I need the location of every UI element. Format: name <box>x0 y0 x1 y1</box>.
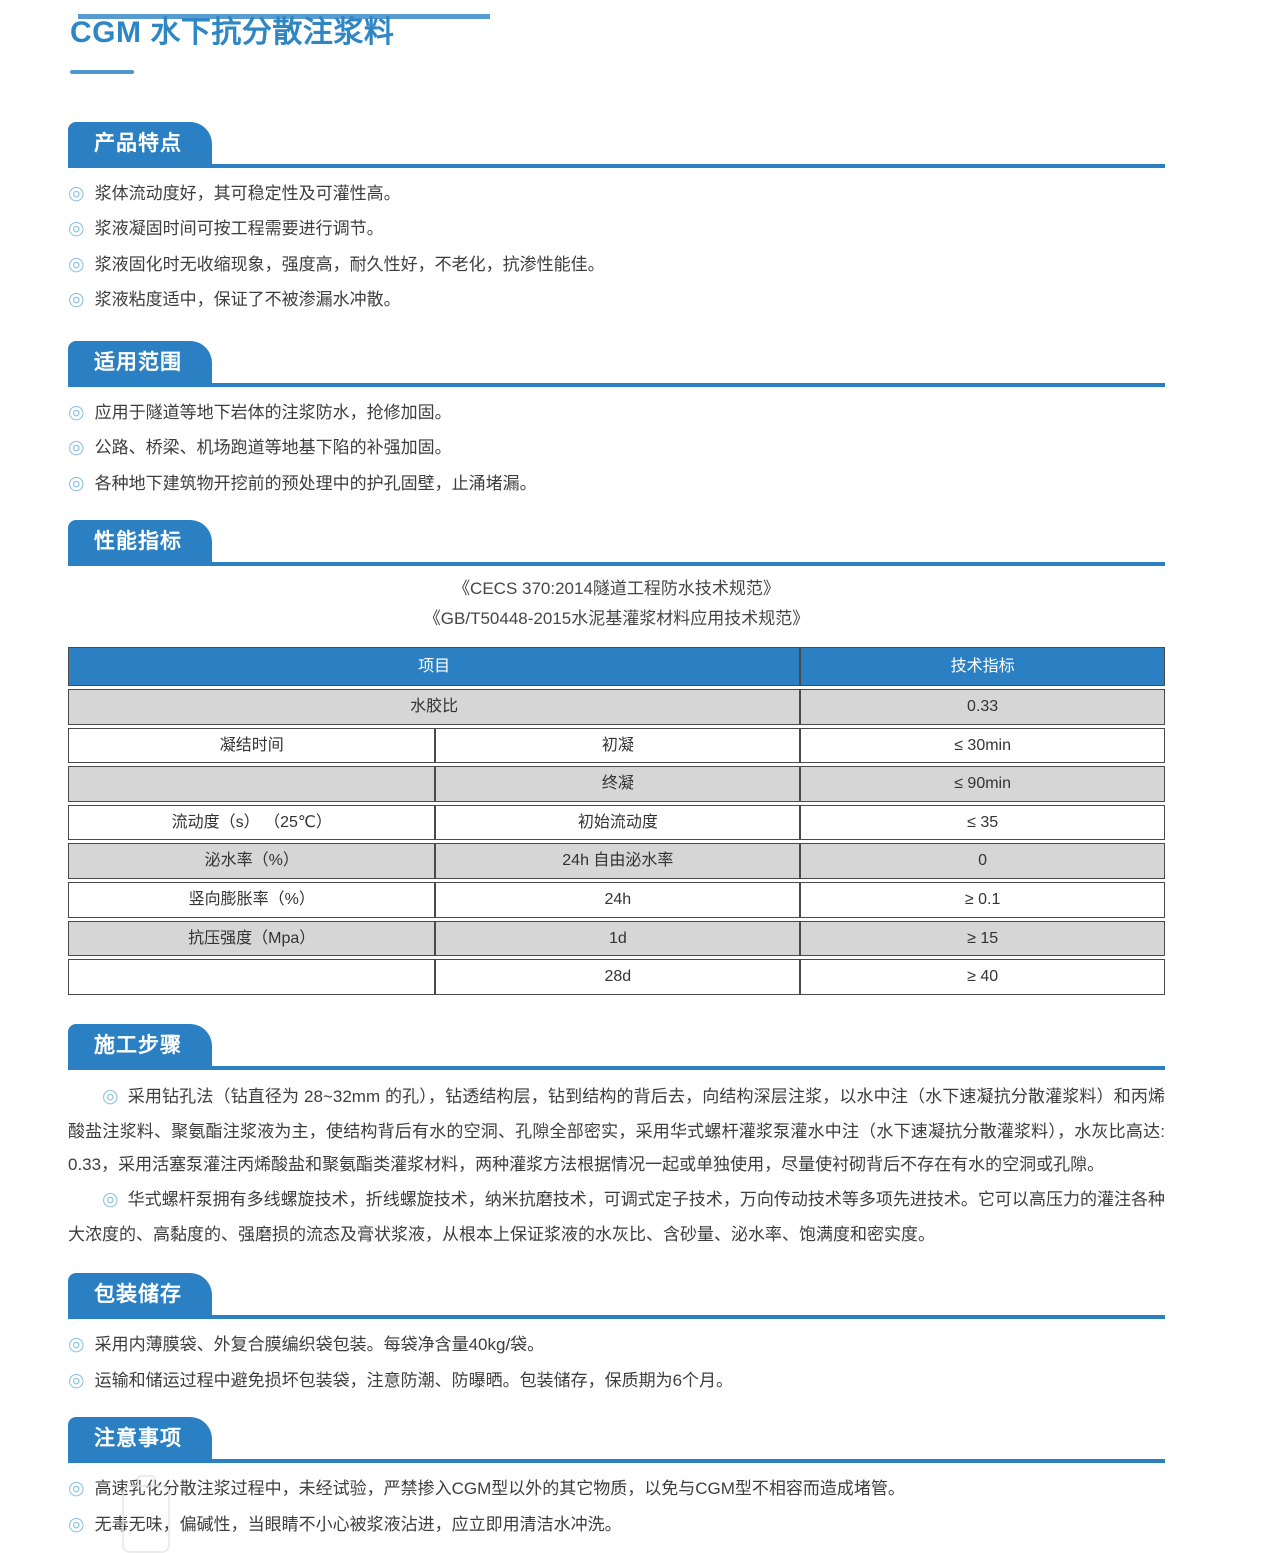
table-cell: 24h <box>435 882 801 918</box>
section-tab-performance: 性能指标 <box>68 520 212 562</box>
bullseye-bullet-icon: ◎ <box>102 1085 119 1107</box>
construction-paragraph: ◎ 采用钻孔法（钻直径为 28~32mm 的孔），钻透结构层，钻到结构的背后去，向… <box>68 1078 1165 1181</box>
table-header-row: 项目 技术指标 <box>68 646 1165 687</box>
table-cell: ≥ 0.1 <box>800 882 1165 918</box>
list-item-text: 各种地下建筑物开挖前的预处理中的护孔固壁，止涌堵漏。 <box>94 473 537 493</box>
table-header-cell: 项目 <box>68 646 801 687</box>
table-cell: 24h 自由泌水率 <box>435 843 801 880</box>
list-item: ◎ 高速乳化分散注浆过程中，未经试验，严禁掺入CGM型以外的其它物质，以免与CG… <box>68 1475 1165 1504</box>
table-cell: 1d <box>435 920 801 957</box>
table-cell: 流动度（s） （25℃） <box>68 804 436 841</box>
section-header-features: 产品特点 <box>68 121 1165 168</box>
bullseye-bullet-icon: ◎ <box>68 289 85 310</box>
features-list: ◎ 浆体流动度好，其可稳定性及可灌性高。 ◎ 浆液凝固时间可按工程需要进行调节。… <box>68 180 1165 315</box>
list-item: ◎ 应用于隧道等地下岩体的注浆防水，抢修加固。 <box>68 399 1165 428</box>
bullseye-bullet-icon: ◎ <box>68 1369 85 1391</box>
list-item-text: 运输和储运过程中避免损坏包装袋，注意防潮、防曝晒。包装储存，保质期为6个月。 <box>94 1370 734 1390</box>
table-row: 竖向膨胀率（%） 24h ≥ 0.1 <box>68 882 1165 918</box>
construction-paragraph: ◎ 华式螺杆泵拥有多线螺旋技术，折线螺旋技术，纳米抗磨技术，可调式定子技术，万向传… <box>68 1181 1165 1251</box>
table-row: 泌水率（%） 24h 自由泌水率 0 <box>68 843 1165 880</box>
section-tab-features: 产品特点 <box>68 121 212 164</box>
table-header-cell: 技术指标 <box>800 646 1165 687</box>
bullseye-bullet-icon: ◎ <box>68 253 85 275</box>
section-header-scope: 适用范围 <box>68 340 1165 387</box>
table-row: 流动度（s） （25℃） 初始流动度 ≤ 35 <box>68 804 1165 841</box>
list-item-text: 浆体流动度好，其可稳定性及可灌性高。 <box>94 183 401 203</box>
paragraph-text: 华式螺杆泵拥有多线螺旋技术，折线螺旋技术，纳米抗磨技术，可调式定子技术，万向传动… <box>68 1190 1165 1245</box>
table-row: 28d ≥ 40 <box>68 959 1165 995</box>
section-tab-scope: 适用范围 <box>68 340 212 383</box>
standards-references: 《CECS 370:2014隧道工程防水技术规范》 《GB/T50448-201… <box>68 574 1165 634</box>
table-cell: ≤ 35 <box>800 804 1165 841</box>
table-cell: ≥ 15 <box>800 920 1165 957</box>
bullseye-bullet-icon: ◎ <box>68 1513 85 1535</box>
section-tab-notes: 注意事项 <box>68 1417 212 1460</box>
section-tab-construction: 施工步骤 <box>68 1023 212 1066</box>
table-row: 抗压强度（Mpa） 1d ≥ 15 <box>68 920 1165 957</box>
page-title: CGM 水下抗分散注浆料 <box>70 16 395 49</box>
paragraph-text: 采用钻孔法（钻直径为 28~32mm 的孔），钻透结构层，钻到结构的背后去，向结… <box>68 1086 1165 1175</box>
table-cell: 竖向膨胀率（%） <box>68 882 436 918</box>
standard-reference: 《CECS 370:2014隧道工程防水技术规范》 <box>453 579 780 598</box>
list-item: ◎ 无毒无味，偏碱性，当眼睛不小心被浆液沾进，应立即用清洁水冲洗。 <box>68 1511 1165 1540</box>
table-cell: 初凝 <box>435 727 801 764</box>
table-cell: 0.33 <box>800 689 1165 725</box>
section-header-notes: 注意事项 <box>68 1417 1165 1464</box>
bullseye-bullet-icon: ◎ <box>68 472 85 494</box>
document-page: CGM 水下抗分散注浆料 产品特点 ◎ 浆体流动度好，其可稳定性及可灌性高。 ◎… <box>0 14 1280 1553</box>
table-cell: 初始流动度 <box>435 804 801 841</box>
cropped-top-fragment <box>78 14 490 19</box>
list-item: ◎ 采用内薄膜袋、外复合膜编织袋包装。每袋净含量40kg/袋。 <box>68 1331 1165 1360</box>
table-cell: 凝结时间 <box>68 727 436 764</box>
list-item-text: 采用内薄膜袋、外复合膜编织袋包装。每袋净含量40kg/袋。 <box>94 1335 545 1355</box>
table-cell: 28d <box>435 959 801 995</box>
notes-list: ◎ 高速乳化分散注浆过程中，未经试验，严禁掺入CGM型以外的其它物质，以免与CG… <box>68 1475 1165 1539</box>
list-item-text: 公路、桥梁、机场跑道等地基下陷的补强加固。 <box>94 438 452 457</box>
construction-steps: ◎ 采用钻孔法（钻直径为 28~32mm 的孔），钻透结构层，钻到结构的背后去，向… <box>68 1078 1165 1252</box>
list-item-text: 浆液粘度适中，保证了不被渗漏水冲散。 <box>94 290 401 309</box>
section-header-packaging: 包装储存 <box>68 1273 1165 1320</box>
packaging-list: ◎ 采用内薄膜袋、外复合膜编织袋包装。每袋净含量40kg/袋。 ◎ 运输和储运过… <box>68 1331 1165 1395</box>
section-header-performance: 性能指标 <box>68 520 1165 566</box>
section-tab-packaging: 包装储存 <box>68 1273 212 1316</box>
section-header-construction: 施工步骤 <box>68 1023 1165 1070</box>
list-item-text: 无毒无味，偏碱性，当眼睛不小心被浆液沾进，应立即用清洁水冲洗。 <box>94 1514 622 1534</box>
bullseye-bullet-icon: ◎ <box>68 218 85 239</box>
table-row: 水胶比 0.33 <box>68 689 1165 725</box>
table-cell: 抗压强度（Mpa） <box>68 920 436 957</box>
table-cell <box>68 959 436 995</box>
table-row: 终凝 ≤ 90min <box>68 766 1165 802</box>
table-cell: 泌水率（%） <box>68 843 436 880</box>
bullseye-bullet-icon: ◎ <box>68 437 85 458</box>
scope-list: ◎ 应用于隧道等地下岩体的注浆防水，抢修加固。 ◎ 公路、桥梁、机场跑道等地基下… <box>68 399 1165 499</box>
list-item-text: 高速乳化分散注浆过程中，未经试验，严禁掺入CGM型以外的其它物质，以免与CGM型… <box>94 1479 905 1499</box>
list-item-text: 浆液固化时无收缩现象，强度高，耐久性好，不老化，抗渗性能佳。 <box>94 254 605 274</box>
list-item: ◎ 各种地下建筑物开挖前的预处理中的护孔固壁，止涌堵漏。 <box>68 470 1165 499</box>
bullseye-bullet-icon: ◎ <box>68 1334 85 1356</box>
list-item: ◎ 公路、桥梁、机场跑道等地基下陷的补强加固。 <box>68 434 1165 463</box>
table-cell: 水胶比 <box>68 689 801 725</box>
list-item: ◎ 浆液凝固时间可按工程需要进行调节。 <box>68 215 1165 244</box>
table-cell: 终凝 <box>435 766 801 802</box>
bullseye-bullet-icon: ◎ <box>68 401 85 423</box>
table-row: 凝结时间 初凝 ≤ 30min <box>68 727 1165 764</box>
table-cell: ≤ 90min <box>800 766 1165 802</box>
list-item: ◎ 浆液固化时无收缩现象，强度高，耐久性好，不老化，抗渗性能佳。 <box>68 251 1165 280</box>
faint-package-watermark <box>122 1475 170 1553</box>
table-cell: ≥ 40 <box>800 959 1165 995</box>
list-item: ◎ 运输和储运过程中避免损坏包装袋，注意防潮、防曝晒。包装储存，保质期为6个月。 <box>68 1367 1165 1396</box>
list-item: ◎ 浆体流动度好，其可稳定性及可灌性高。 <box>68 180 1165 209</box>
table-cell <box>68 766 436 802</box>
list-item: ◎ 浆液粘度适中，保证了不被渗漏水冲散。 <box>68 286 1165 315</box>
bullseye-bullet-icon: ◎ <box>68 182 85 204</box>
list-item-text: 应用于隧道等地下岩体的注浆防水，抢修加固。 <box>94 402 452 422</box>
performance-table: 项目 技术指标 水胶比 0.33 凝结时间 初凝 ≤ 30min 终凝 ≤ 90min 流动度（s… <box>68 644 1165 998</box>
table-cell: 0 <box>800 843 1165 880</box>
bullseye-bullet-icon: ◎ <box>68 1478 85 1500</box>
table-cell: ≤ 30min <box>800 727 1165 764</box>
title-underline <box>70 69 134 74</box>
list-item-text: 浆液凝固时间可按工程需要进行调节。 <box>94 219 384 238</box>
standard-reference: 《GB/T50448-2015水泥基灌浆材料应用技术规范》 <box>423 608 810 628</box>
bullseye-bullet-icon: ◎ <box>102 1189 119 1211</box>
